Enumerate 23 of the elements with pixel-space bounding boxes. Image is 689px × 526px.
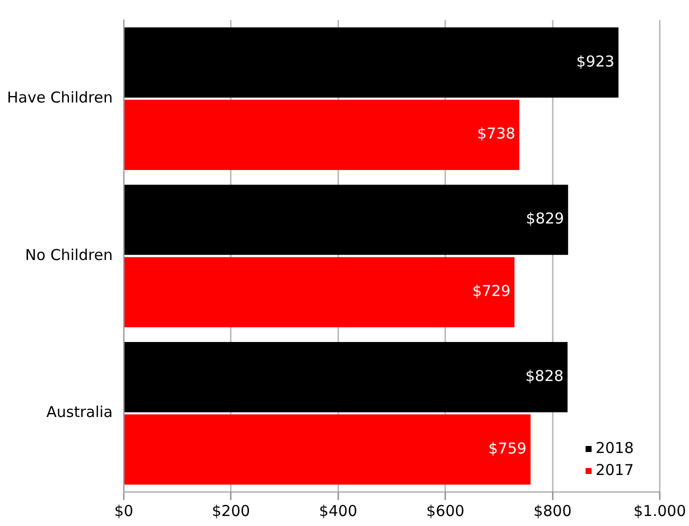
x-tick-label: $0 xyxy=(114,502,134,520)
data-label: $923 xyxy=(576,52,614,70)
x-tick-label: $1.000 xyxy=(634,502,686,520)
bar xyxy=(124,414,531,485)
x-tick-label: $200 xyxy=(212,502,250,520)
data-label: $829 xyxy=(526,210,564,228)
x-tick-label: $400 xyxy=(319,502,358,520)
legend-label: 2017 xyxy=(596,460,634,479)
bar xyxy=(124,100,520,170)
bar xyxy=(124,257,514,328)
bar xyxy=(124,342,568,412)
x-tick-label: $800 xyxy=(533,502,572,520)
bar xyxy=(124,184,568,255)
legend-label: 2018 xyxy=(596,438,634,457)
y-tick-label: Australia xyxy=(46,403,113,422)
data-label: $759 xyxy=(488,439,527,458)
data-label: $738 xyxy=(477,124,516,143)
data-label: $729 xyxy=(472,282,510,300)
data-label: $828 xyxy=(525,367,564,386)
y-tick-label: Have Children xyxy=(6,88,113,107)
bar xyxy=(124,27,618,98)
y-tick-label: No Children xyxy=(25,246,113,264)
x-tick-label: $600 xyxy=(426,502,464,520)
